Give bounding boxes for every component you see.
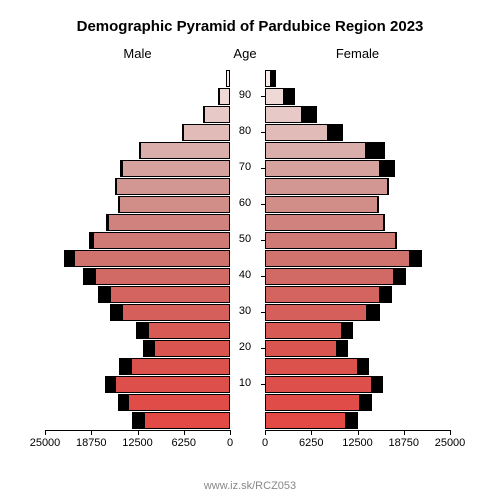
female-bar-overlay (301, 106, 317, 123)
female-bar (265, 376, 383, 393)
subtitle-male: Male (45, 46, 230, 61)
female-bar-overlay (345, 412, 358, 429)
x-tick-label: 25000 (425, 437, 475, 449)
age-tick-label: 90 (230, 89, 260, 101)
male-bar (64, 250, 231, 267)
female-bar (265, 250, 422, 267)
male-bar-overlay (139, 142, 141, 159)
female-bar (265, 160, 395, 177)
x-tick-label: 18750 (66, 437, 116, 449)
male-bar (143, 340, 230, 357)
male-bar (115, 178, 230, 195)
female-bar (265, 394, 372, 411)
female-bar-overlay (283, 88, 295, 105)
female-bar-overlay (395, 232, 397, 249)
male-bar-overlay (143, 340, 154, 357)
male-bar-overlay (118, 394, 130, 411)
male-bar (118, 394, 230, 411)
male-bar (106, 214, 230, 231)
age-tick-label: 60 (230, 197, 260, 209)
female-bar (265, 322, 353, 339)
subtitle-age: Age (220, 46, 270, 61)
male-bar-overlay (98, 286, 111, 303)
female-bar-overlay (365, 142, 385, 159)
x-tick-label: 18750 (379, 437, 429, 449)
female-bar-overlay (379, 286, 392, 303)
female-bar-overlay (327, 124, 343, 141)
female-bar (265, 286, 392, 303)
watermark: www.iz.sk/RCZ053 (0, 480, 500, 492)
male-bar-overlay (118, 196, 120, 213)
age-tick-label: 20 (230, 341, 260, 353)
male-bar (119, 358, 230, 375)
female-bar-overlay (371, 376, 383, 393)
male-bar (110, 304, 230, 321)
age-tick-label: 70 (230, 161, 260, 173)
female-bar (265, 304, 380, 321)
male-bar-overlay (218, 88, 220, 105)
female-bar-overlay (341, 322, 353, 339)
subtitle-female: Female (265, 46, 450, 61)
male-bar-overlay (132, 412, 145, 429)
female-bar-overlay (409, 250, 422, 267)
female-bar-overlay (377, 196, 379, 213)
female-bar-overlay (336, 340, 348, 357)
male-bar-overlay (110, 304, 123, 321)
age-tick-label: 10 (230, 377, 260, 389)
male-bar-overlay (203, 106, 205, 123)
female-bar (265, 232, 397, 249)
chart-area: 0062506250125001250018750187502500025000… (45, 65, 455, 450)
male-bar-overlay (83, 268, 96, 285)
male-bar-overlay (119, 358, 132, 375)
male-bar (120, 160, 230, 177)
female-bar-overlay (270, 70, 276, 87)
male-bar-overlay (89, 232, 93, 249)
female-bar-overlay (359, 394, 372, 411)
female-bar (265, 358, 369, 375)
male-bar (132, 412, 230, 429)
male-bar-overlay (115, 178, 117, 195)
x-tick-label: 12500 (113, 437, 163, 449)
x-tick-label: 6250 (159, 437, 209, 449)
female-bar-overlay (393, 268, 406, 285)
male-bar (105, 376, 230, 393)
female-bar (265, 268, 406, 285)
male-bar (226, 70, 230, 87)
male-bar-overlay (182, 124, 184, 141)
male-bar (203, 106, 230, 123)
male-bar-overlay (120, 160, 122, 177)
x-tick-label: 12500 (333, 437, 383, 449)
male-bar-overlay (105, 376, 116, 393)
age-tick-label: 30 (230, 305, 260, 317)
x-tick-label: 25000 (20, 437, 70, 449)
female-bar-overlay (383, 214, 385, 231)
male-bar-overlay (64, 250, 76, 267)
female-bar-overlay (366, 304, 379, 321)
male-bar-overlay (136, 322, 149, 339)
pyramid-chart: Demographic Pyramid of Pardubice Region … (0, 0, 500, 500)
male-bar (118, 196, 230, 213)
male-bar (182, 124, 230, 141)
age-tick-label: 50 (230, 233, 260, 245)
age-tick-label: 40 (230, 269, 260, 281)
female-bar (265, 178, 389, 195)
female-bar-overlay (379, 160, 395, 177)
female-bar-overlay (357, 358, 369, 375)
male-bar (136, 322, 230, 339)
male-bar (98, 286, 230, 303)
chart-title: Demographic Pyramid of Pardubice Region … (0, 18, 500, 35)
female-bar (265, 196, 379, 213)
female-bar (265, 214, 385, 231)
male-bar (89, 232, 230, 249)
male-bar (139, 142, 230, 159)
male-bar (83, 268, 230, 285)
age-tick-label: 80 (230, 125, 260, 137)
x-tick-label: 0 (240, 437, 290, 449)
male-bar-overlay (106, 214, 109, 231)
x-tick-label: 6250 (286, 437, 336, 449)
female-bar-overlay (387, 178, 389, 195)
